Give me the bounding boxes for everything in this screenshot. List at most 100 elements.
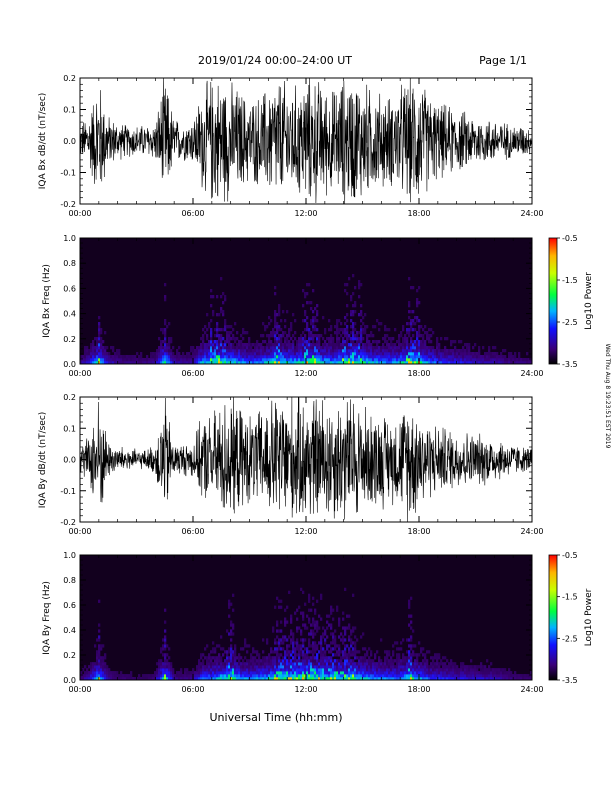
spectrogram-cell bbox=[284, 650, 287, 654]
spectrogram-cell bbox=[272, 659, 275, 663]
spectrogram-cell bbox=[408, 599, 411, 603]
spectrogram-cell bbox=[462, 668, 465, 672]
spectrogram-cell bbox=[82, 677, 85, 681]
spectrogram-cell bbox=[382, 352, 385, 356]
y-tick-label: 0.8 bbox=[63, 576, 76, 585]
spectrogram-cell bbox=[196, 671, 199, 675]
spectrogram-cell bbox=[518, 674, 521, 678]
spectrogram-cell bbox=[270, 331, 273, 335]
spectrogram-cell bbox=[356, 638, 359, 642]
colorbar-scale bbox=[548, 554, 558, 681]
spectrogram-cell bbox=[466, 361, 469, 365]
y-tick-label: 0.0 bbox=[63, 137, 76, 146]
spectrogram-cell bbox=[252, 361, 255, 365]
spectrogram-cell bbox=[348, 653, 351, 657]
spectrogram-cell bbox=[276, 656, 279, 660]
spectrogram-cell bbox=[98, 334, 101, 338]
spectrogram-cell bbox=[220, 674, 223, 678]
spectrogram-cell bbox=[298, 647, 301, 651]
spectrogram-cell bbox=[98, 322, 101, 326]
spectrogram-cell bbox=[342, 638, 345, 642]
spectrogram-cell bbox=[290, 343, 293, 347]
spectrogram-cell bbox=[530, 358, 533, 362]
spectrogram-cell bbox=[458, 668, 461, 672]
spectrogram-cell bbox=[104, 656, 107, 660]
spectrogram-cell bbox=[344, 349, 347, 353]
spectrogram-cell bbox=[476, 668, 479, 672]
spectrogram-cell bbox=[240, 343, 243, 347]
spectrogram-cell bbox=[246, 677, 249, 681]
spectrogram-cell bbox=[362, 671, 365, 675]
spectrogram-cell bbox=[446, 352, 449, 356]
spectrogram-cell bbox=[438, 355, 441, 359]
spectrogram-cell bbox=[304, 647, 307, 651]
spectrogram-cell bbox=[398, 343, 401, 347]
spectrogram-cell bbox=[402, 355, 405, 359]
spectrogram-cell bbox=[314, 319, 317, 323]
spectrogram-cell bbox=[230, 656, 233, 660]
spectrogram-cell bbox=[260, 352, 263, 356]
spectrogram-cell bbox=[226, 325, 229, 329]
spectrogram-cell bbox=[422, 337, 425, 341]
spectrogram-cell bbox=[456, 361, 459, 365]
spectrogram-cell bbox=[294, 671, 297, 675]
spectrogram-cell bbox=[82, 361, 85, 365]
spectrogram-cell bbox=[380, 668, 383, 672]
spectrogram-cell bbox=[506, 674, 509, 678]
spectrogram-cell bbox=[316, 674, 319, 678]
spectrogram-cell bbox=[394, 358, 397, 362]
spectrogram-cell bbox=[262, 322, 265, 326]
spectrogram-cell bbox=[372, 665, 375, 669]
spectrogram-cell bbox=[112, 358, 115, 362]
spectrogram-cell bbox=[386, 656, 389, 660]
spectrogram-cell bbox=[418, 641, 421, 645]
spectrogram-cell bbox=[420, 358, 423, 362]
spectrogram-cell bbox=[404, 343, 407, 347]
spectrogram-cell bbox=[408, 605, 411, 609]
spectrogram-cell bbox=[462, 361, 465, 365]
spectrogram-cell bbox=[436, 674, 439, 678]
spectrogram-cell bbox=[136, 677, 139, 681]
spectrogram-cell bbox=[346, 346, 349, 350]
spectrogram-cell bbox=[258, 665, 261, 669]
spectrogram-cell bbox=[112, 361, 115, 365]
spectrogram-cell bbox=[486, 659, 489, 663]
spectrogram-cell bbox=[306, 668, 309, 672]
spectrogram-cell bbox=[352, 274, 355, 278]
spectrogram-cell bbox=[168, 340, 171, 344]
spectrogram-cell bbox=[372, 659, 375, 663]
spectrogram-cell bbox=[498, 671, 501, 675]
spectrogram-cell bbox=[112, 671, 115, 675]
spectrogram-cell bbox=[430, 662, 433, 666]
spectrogram-cell bbox=[202, 343, 205, 347]
spectrogram-cell bbox=[326, 355, 329, 359]
spectrogram-cell bbox=[228, 361, 231, 365]
spectrogram-cell bbox=[350, 653, 353, 657]
spectrogram-cell bbox=[528, 674, 531, 678]
spectrogram-cell bbox=[216, 355, 219, 359]
spectrogram-cell bbox=[266, 355, 269, 359]
spectrogram-cell bbox=[436, 349, 439, 353]
spectrogram-cell bbox=[312, 629, 315, 633]
spectrogram-cell bbox=[502, 674, 505, 678]
spectrogram-cell bbox=[310, 355, 313, 359]
spectrogram-cell bbox=[160, 343, 163, 347]
spectrogram-cell bbox=[356, 349, 359, 353]
spectrogram-cell bbox=[306, 647, 309, 651]
spectrogram-cell bbox=[104, 331, 107, 335]
spectrogram-cell bbox=[464, 352, 467, 356]
spectrogram-cell bbox=[378, 665, 381, 669]
spectrogram-cell bbox=[324, 331, 327, 335]
spectrogram-cell bbox=[352, 310, 355, 314]
spectrogram-cell bbox=[428, 337, 431, 341]
spectrogram-cell bbox=[266, 656, 269, 660]
spectrogram-cell bbox=[488, 677, 491, 681]
spectrogram-cell bbox=[232, 674, 235, 678]
spectrogram-cell bbox=[206, 328, 209, 332]
spectrogram-cell bbox=[418, 301, 421, 305]
spectrogram-cell bbox=[138, 355, 141, 359]
spectrogram-cell bbox=[372, 355, 375, 359]
spectrogram-cell bbox=[98, 355, 101, 359]
spectrogram-cell bbox=[390, 349, 393, 353]
spectrogram-cell bbox=[232, 623, 235, 627]
